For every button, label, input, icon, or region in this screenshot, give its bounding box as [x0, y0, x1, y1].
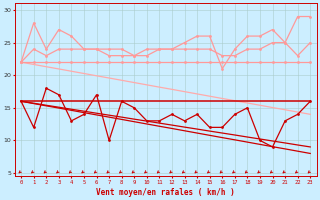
X-axis label: Vent moyen/en rafales ( km/h ): Vent moyen/en rafales ( km/h ) [96, 188, 235, 197]
